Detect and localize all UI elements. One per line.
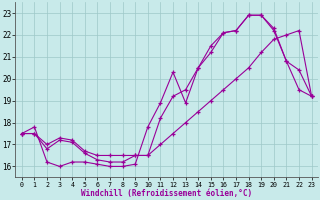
X-axis label: Windchill (Refroidissement éolien,°C): Windchill (Refroidissement éolien,°C) — [81, 189, 252, 198]
